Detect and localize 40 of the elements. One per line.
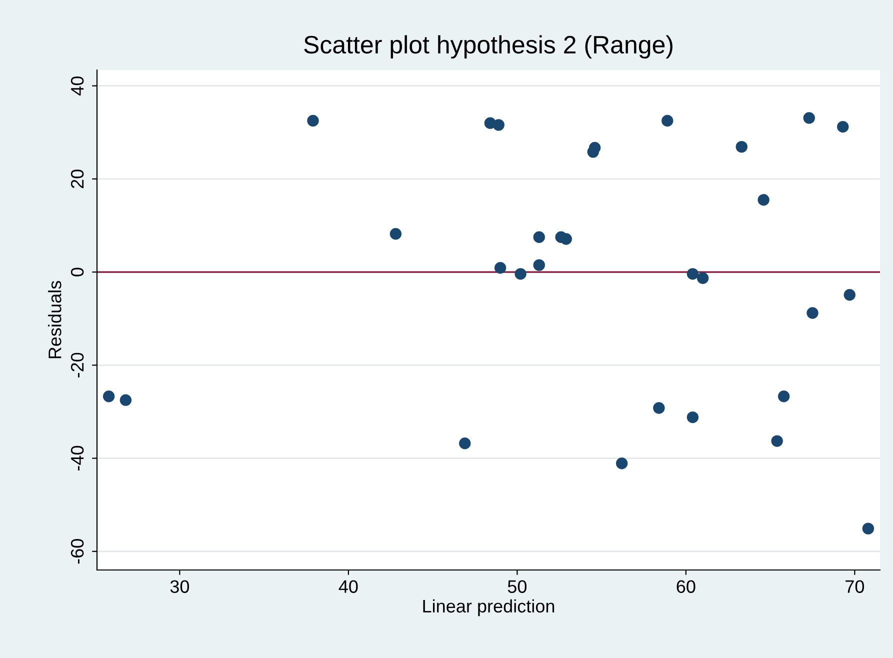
point (686, 268, 699, 280)
y-tick-label: 20 (70, 170, 84, 188)
point (653, 402, 665, 414)
y-tick-label: -20 (70, 352, 84, 378)
y-tick-label: 0 (70, 268, 84, 276)
y-tick-label: 40 (70, 76, 84, 96)
point (102, 390, 115, 402)
point (778, 390, 790, 402)
y-tick-label: -40 (70, 446, 84, 471)
x-tick-label: 50 (508, 580, 527, 593)
point (862, 522, 874, 534)
x-tick-label: 70 (846, 580, 864, 593)
point (806, 307, 818, 319)
x-axis-title: Linear prediction (423, 599, 554, 616)
point (390, 228, 402, 240)
point (771, 435, 783, 447)
point (616, 458, 628, 470)
y-tick-label: -60 (70, 539, 84, 564)
point (307, 114, 319, 127)
chart-title: Scatter plot hypothesis 2 (Range) (304, 35, 672, 59)
point (492, 119, 504, 131)
x-tick-label: 40 (338, 580, 358, 593)
point (837, 120, 849, 133)
point (514, 268, 526, 280)
point (686, 411, 699, 424)
point (533, 259, 545, 271)
point (494, 262, 506, 274)
point (803, 112, 815, 124)
point (120, 394, 132, 406)
x-tick-label: 30 (170, 580, 190, 593)
point (736, 140, 748, 153)
point (533, 231, 545, 243)
x-tick-label: 60 (676, 580, 696, 593)
point (758, 194, 770, 206)
point (696, 272, 709, 284)
point (459, 438, 471, 450)
point (844, 289, 856, 301)
point (662, 114, 674, 127)
y-axis-title: Residuals (48, 281, 62, 358)
point (560, 233, 572, 245)
